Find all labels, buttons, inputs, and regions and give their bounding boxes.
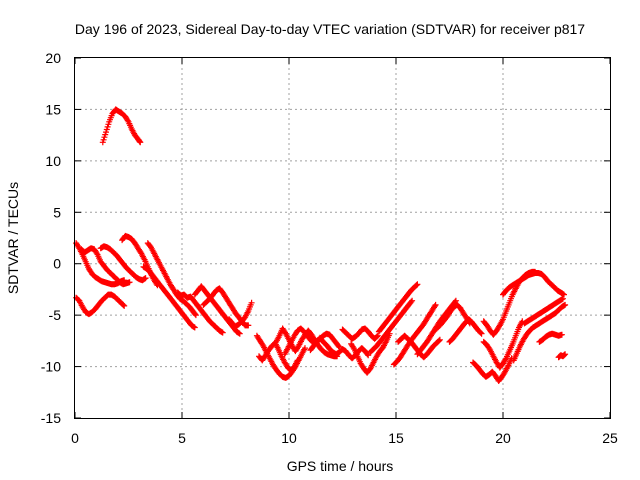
y-tick-labels: -15 -10 -5 0 5 10 15 20	[41, 50, 61, 426]
series-arc-c	[78, 245, 133, 288]
series-arc-m	[256, 339, 301, 374]
data-point	[502, 356, 509, 363]
data-point	[374, 333, 380, 340]
series-arc-ag	[555, 351, 569, 361]
x-tick-label: 10	[281, 430, 297, 446]
data-point	[191, 324, 198, 331]
series-arc-q	[339, 325, 381, 342]
data-point	[126, 279, 133, 286]
data-point	[245, 322, 252, 329]
series-arc-r	[348, 330, 393, 376]
series-arc-u	[390, 301, 439, 368]
data-point	[142, 275, 149, 282]
series-arc-z	[470, 355, 515, 384]
data-point	[431, 303, 438, 310]
x-tick-labels: 0 5 10 15 20 25	[71, 430, 618, 446]
series-arc-h	[174, 289, 226, 336]
y-tick-label: -5	[49, 307, 62, 323]
series-arc-x	[431, 301, 473, 334]
y-tick-label: -15	[41, 410, 61, 426]
grid-lines	[75, 58, 610, 418]
series-arc-y	[446, 316, 485, 345]
chart-title: Day 196 of 2023, Sidereal Day-to-day VTE…	[75, 21, 585, 37]
series-arc-aa	[480, 318, 526, 371]
data-point	[192, 312, 199, 319]
axis-ticks	[74, 57, 611, 419]
data-point	[436, 337, 443, 344]
x-tick-label: 20	[495, 430, 511, 446]
data-point	[432, 301, 439, 308]
data-point	[120, 302, 127, 309]
data-point	[478, 330, 485, 337]
y-axis-label: SDTVAR / TECUs	[5, 182, 21, 294]
data-point	[121, 302, 128, 309]
y-tick-label: 20	[45, 50, 61, 66]
x-tick-label: 5	[178, 430, 186, 446]
data-point	[192, 311, 199, 318]
data-point	[408, 298, 415, 305]
series-arc-s	[367, 297, 416, 356]
data-point	[409, 297, 416, 304]
series-arc-af	[536, 330, 565, 345]
plot-frame	[74, 57, 611, 419]
data-point	[335, 343, 342, 349]
data-point	[559, 295, 566, 302]
y-tick-label: -10	[41, 359, 61, 375]
series-arc-high	[99, 106, 144, 146]
y-tick-label: 15	[45, 101, 61, 117]
data-points	[73, 106, 569, 384]
series-arc-t	[375, 281, 421, 335]
y-tick-label: 0	[53, 256, 61, 272]
series-arc-a	[73, 291, 128, 318]
series-arc-i	[191, 283, 243, 337]
series-arc-ae	[521, 295, 566, 327]
data-point	[477, 329, 484, 336]
data-point	[124, 117, 131, 124]
series-arc-w	[414, 297, 459, 358]
x-tick-label: 15	[388, 430, 404, 446]
y-tick-label: 5	[53, 204, 61, 220]
series-arc-k	[226, 299, 255, 330]
data-point	[294, 357, 301, 364]
data-point	[436, 336, 443, 343]
x-axis-label: GPS time / hours	[287, 458, 394, 474]
series-arc-ab	[480, 268, 539, 338]
data-point	[562, 301, 569, 308]
series-arc-f	[140, 263, 198, 331]
series-arc-ad	[510, 301, 569, 364]
data-point	[236, 330, 243, 337]
data-point	[93, 250, 100, 257]
data-point	[137, 139, 144, 146]
y-tick-label: 10	[45, 153, 61, 169]
data-point	[561, 291, 567, 298]
data-point	[365, 352, 372, 359]
data-point	[302, 345, 308, 352]
data-point	[562, 351, 569, 358]
series-arc-d	[97, 243, 149, 284]
data-point	[558, 331, 565, 338]
data-point	[414, 281, 421, 288]
data-point	[219, 329, 226, 336]
x-tick-label: 25	[602, 430, 618, 446]
data-point	[248, 299, 255, 306]
data-point	[350, 344, 357, 351]
x-tick-label: 0	[71, 430, 79, 446]
series-arc-ac	[500, 270, 567, 298]
data-point	[374, 332, 381, 339]
data-point	[413, 282, 420, 289]
